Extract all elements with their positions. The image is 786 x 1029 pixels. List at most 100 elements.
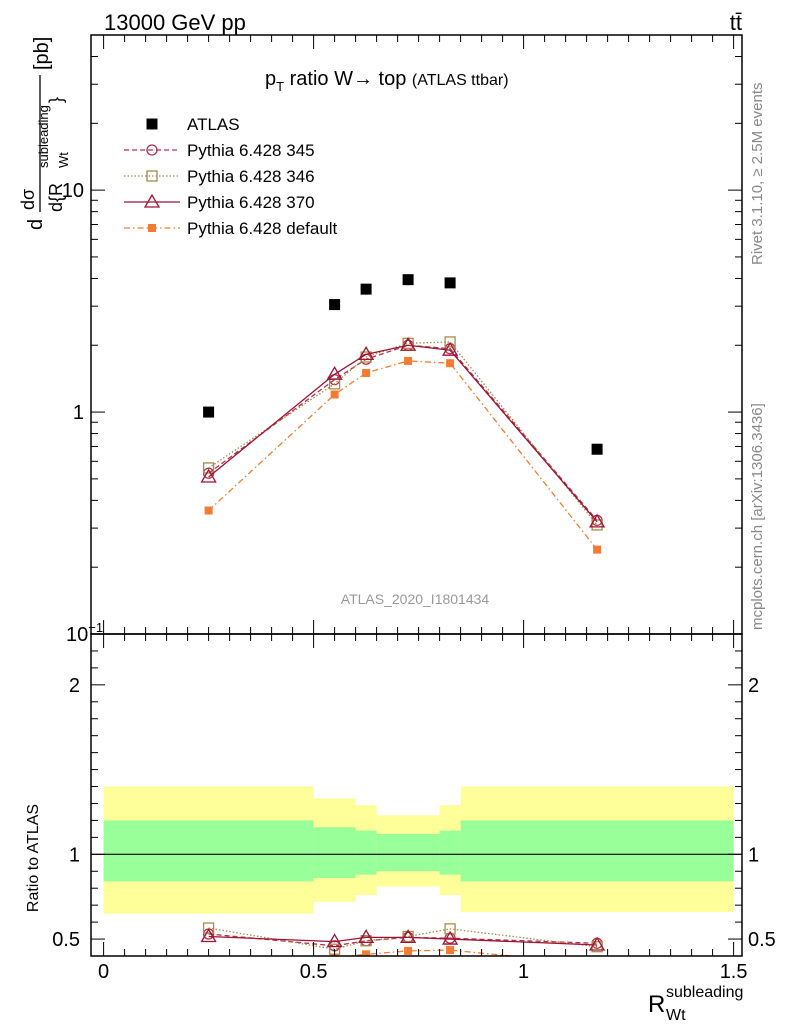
data-point — [593, 545, 602, 554]
mcplots-label: mcplots.cern.ch [arXiv:1306.3436] — [749, 403, 766, 630]
data-point — [330, 390, 339, 399]
data-point — [441, 341, 459, 356]
data-point — [204, 506, 213, 515]
legend-marker — [148, 224, 156, 232]
ratio-y-tick-label-right: 0.5 — [748, 929, 776, 951]
uncertainty-band-green — [460, 820, 734, 882]
ratio-series-line — [208, 935, 598, 946]
data-point — [329, 299, 341, 311]
ratio-point — [326, 933, 343, 948]
legend-marker — [146, 118, 158, 130]
x-tick-label: 1.5 — [720, 961, 748, 983]
data-point — [200, 468, 217, 483]
data-point — [446, 359, 455, 368]
main-y-tick-label: 1 — [73, 402, 84, 424]
legend-label: ATLAS — [187, 115, 240, 134]
ratio-point — [202, 922, 215, 934]
ratio-point — [200, 928, 217, 943]
ratio-point — [205, 959, 213, 967]
main-plot: 10−1 1 10 — [62, 34, 742, 646]
legend-label: Pythia 6.428 default — [187, 219, 338, 238]
legend-label: Pythia 6.428 345 — [187, 141, 315, 160]
ratio-point — [588, 936, 606, 951]
legend-entry: Pythia 6.428 346 — [124, 167, 315, 186]
series-0 — [203, 274, 603, 455]
data-point — [326, 365, 343, 380]
ratio-y-axis-label: Ratio to ATLAS — [25, 804, 42, 912]
ratio-series-3 — [205, 946, 601, 968]
ratio-point — [362, 950, 371, 956]
energy-label: 13000 GeV pp — [104, 10, 246, 35]
data-point — [402, 274, 414, 286]
series-line — [208, 360, 598, 551]
x-tick-label: 1 — [518, 961, 529, 983]
data-point — [399, 336, 417, 351]
data-point — [444, 277, 456, 289]
data-point — [203, 406, 215, 418]
data-point — [591, 443, 603, 455]
svg-text:R: R — [648, 991, 665, 1018]
legend-entry: ATLAS — [146, 115, 240, 134]
ratio-point — [593, 960, 601, 968]
main-y-axis-label: d dσ d{R subleading Wt } [pb] — [18, 37, 71, 230]
data-point — [362, 368, 371, 377]
series-line — [208, 344, 598, 523]
uncertainty-band-green — [313, 827, 356, 879]
ratio-point — [444, 923, 456, 935]
svg-text:subleading: subleading — [666, 984, 743, 1001]
data-point — [357, 346, 375, 360]
legend-label: Pythia 6.428 346 — [187, 167, 315, 186]
data-point — [404, 356, 413, 365]
legend: ATLAS Pythia 6.428 345 Pythia 6.428 346 Pyt… — [124, 115, 338, 238]
data-point — [591, 519, 603, 531]
plot-title: pT ratio W→ top (ATLAS ttbar) — [265, 68, 509, 94]
svg-text:}: } — [46, 97, 66, 103]
main-y-tick-label: 10 — [62, 180, 84, 202]
series-3 — [200, 336, 606, 528]
legend-marker — [146, 170, 158, 182]
process-label: tt̄ — [730, 10, 742, 35]
legend-marker — [146, 144, 158, 156]
data-point — [444, 336, 456, 348]
ratio-series-line — [344, 949, 518, 956]
legend-entry: Pythia 6.428 default — [124, 219, 338, 238]
svg-text:Wt: Wt — [666, 1007, 686, 1024]
data-point — [588, 513, 606, 528]
main-y-axis-unit: [pb] — [31, 37, 53, 70]
legend-label: Pythia 6.428 370 — [187, 193, 315, 212]
svg-text:d{R: d{R — [46, 183, 66, 212]
ratio-point — [357, 929, 375, 944]
svg-text:subleading: subleading — [36, 105, 51, 168]
ratio-point — [399, 929, 417, 944]
legend-entry: Pythia 6.428 345 — [124, 141, 315, 160]
ratio-y-tick-label: 0.5 — [52, 929, 80, 951]
svg-text:d: d — [25, 219, 47, 230]
ratio-point — [404, 946, 413, 955]
uncertainty-band-green — [103, 820, 314, 882]
svg-text:Wt: Wt — [56, 152, 71, 168]
uncertainty-band-green — [439, 830, 461, 875]
data-point — [202, 462, 215, 474]
ratio-point — [360, 935, 372, 947]
legend-entry: Pythia 6.428 370 — [124, 193, 315, 212]
rivet-label: Rivet 3.1.10, ≥ 2.5M events — [749, 83, 766, 266]
x-axis-label: R subleading Wt — [648, 984, 743, 1024]
ratio-plot: 0.5 0.5 1 1 2 2 0 0.5 1 1.5 — [52, 633, 776, 983]
legend-marker — [143, 193, 161, 208]
svg-text:dσ: dσ — [18, 189, 38, 210]
uncertainty-band-green — [376, 833, 440, 872]
ratio-plot-frame — [90, 633, 743, 957]
x-tick-label: 0.5 — [300, 961, 328, 983]
data-point — [360, 283, 372, 295]
ratio-y-tick-label: 1 — [69, 844, 80, 866]
analysis-watermark: ATLAS_2020_I1801434 — [341, 591, 490, 607]
series-2 — [202, 336, 603, 531]
ratio-y-tick-label-right: 1 — [748, 844, 759, 866]
ratio-point — [446, 946, 455, 955]
uncertainty-band-green — [355, 830, 377, 875]
ratio-y-tick-label: 2 — [69, 675, 80, 697]
ratio-series-2 — [200, 928, 606, 951]
ratio-y-tick-label-right: 2 — [748, 675, 759, 697]
series-line — [208, 344, 598, 521]
